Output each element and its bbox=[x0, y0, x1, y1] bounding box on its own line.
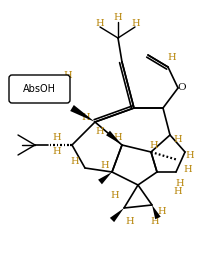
Polygon shape bbox=[70, 105, 95, 122]
Text: H: H bbox=[114, 134, 122, 142]
Polygon shape bbox=[106, 131, 122, 145]
Text: H: H bbox=[82, 114, 90, 122]
Text: H: H bbox=[176, 178, 184, 188]
Text: H: H bbox=[53, 134, 61, 142]
Text: H: H bbox=[64, 71, 72, 79]
Text: H: H bbox=[71, 158, 79, 166]
Text: H: H bbox=[53, 147, 61, 157]
Text: H: H bbox=[126, 217, 134, 227]
Text: H: H bbox=[174, 188, 182, 196]
Text: H: H bbox=[96, 19, 104, 27]
Text: H: H bbox=[132, 19, 140, 27]
Polygon shape bbox=[98, 172, 112, 184]
Text: H: H bbox=[168, 53, 176, 63]
Text: H: H bbox=[150, 140, 158, 150]
Text: H: H bbox=[96, 127, 104, 137]
Text: H: H bbox=[186, 150, 194, 160]
Polygon shape bbox=[110, 208, 124, 222]
Text: H: H bbox=[151, 217, 159, 227]
Text: H: H bbox=[158, 207, 166, 217]
Text: O: O bbox=[178, 83, 186, 93]
Polygon shape bbox=[152, 205, 161, 219]
Text: H: H bbox=[111, 191, 119, 199]
Text: AbsOH: AbsOH bbox=[23, 84, 56, 94]
Text: H: H bbox=[184, 165, 192, 175]
Text: H: H bbox=[114, 12, 122, 22]
Text: H: H bbox=[174, 135, 182, 145]
FancyBboxPatch shape bbox=[9, 75, 70, 103]
Text: H: H bbox=[101, 160, 109, 170]
